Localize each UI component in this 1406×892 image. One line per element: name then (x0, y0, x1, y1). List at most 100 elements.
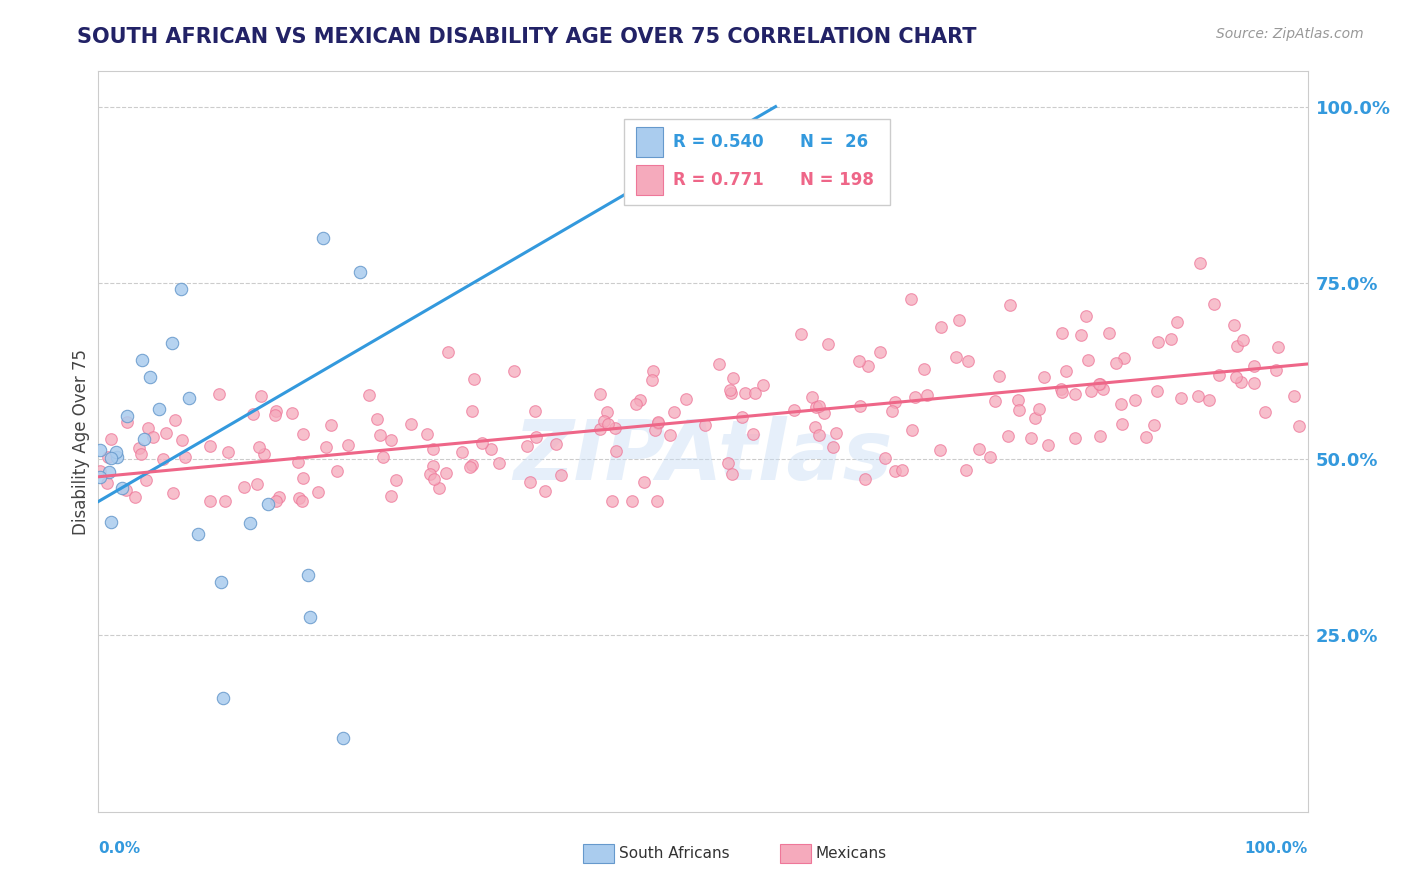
Point (297, 568, 319, 582)
Point (1033, 369, 1056, 384)
Point (967, 442, 990, 456)
Point (1202, 296, 1225, 310)
Point (1225, 370, 1247, 384)
Point (1019, 431, 1042, 445)
Point (385, 473, 408, 487)
Point (891, 463, 914, 477)
Point (782, 402, 804, 417)
Point (900, 292, 922, 306)
Point (1254, 405, 1277, 419)
Point (366, 412, 388, 426)
Point (1050, 382, 1073, 396)
Point (502, 363, 524, 377)
Point (115, 483, 138, 498)
Point (801, 391, 824, 405)
Point (647, 494, 669, 508)
Point (177, 391, 200, 405)
Point (253, 447, 276, 461)
Point (789, 326, 811, 341)
Point (997, 428, 1019, 442)
Point (605, 444, 627, 458)
Point (641, 364, 664, 378)
Y-axis label: Disability Age Over 75: Disability Age Over 75 (72, 349, 90, 534)
Point (1007, 392, 1029, 407)
Point (903, 390, 925, 404)
Point (734, 386, 756, 401)
Point (359, 388, 381, 402)
Point (1077, 353, 1099, 368)
Point (287, 491, 309, 506)
Point (884, 464, 907, 478)
Point (1098, 326, 1121, 340)
Text: R = 0.540: R = 0.540 (672, 133, 763, 151)
Point (534, 483, 557, 498)
Text: South Africans: South Africans (619, 847, 730, 861)
Point (806, 400, 828, 414)
Point (1243, 376, 1265, 390)
Point (633, 475, 655, 489)
Point (111, 481, 134, 495)
Point (173, 450, 195, 464)
Point (1142, 417, 1164, 432)
Point (97, 450, 120, 464)
Point (461, 458, 484, 472)
Point (628, 392, 651, 407)
Point (135, 473, 157, 487)
Point (647, 416, 669, 430)
Point (1109, 397, 1132, 411)
Text: R = 0.771: R = 0.771 (672, 171, 763, 189)
Point (621, 494, 644, 508)
Point (299, 610, 322, 624)
Point (427, 481, 450, 495)
Point (1088, 377, 1111, 392)
Point (141, 430, 163, 444)
Point (165, 413, 187, 427)
Point (929, 443, 952, 458)
Point (170, 282, 193, 296)
Point (900, 424, 922, 438)
Point (422, 458, 444, 473)
Point (1036, 438, 1059, 452)
Point (250, 389, 273, 403)
Point (957, 353, 980, 368)
Point (742, 426, 765, 441)
Point (100, 450, 122, 465)
Point (929, 320, 952, 334)
FancyBboxPatch shape (624, 120, 890, 204)
Point (998, 298, 1021, 312)
Point (873, 451, 896, 466)
Point (807, 427, 830, 442)
Point (1135, 430, 1157, 444)
Point (1160, 332, 1182, 346)
Point (948, 312, 970, 326)
Point (269, 490, 291, 504)
Point (721, 371, 744, 385)
Point (461, 403, 484, 417)
Point (647, 415, 669, 429)
Point (207, 386, 229, 401)
Point (488, 456, 510, 470)
Point (813, 406, 835, 420)
Point (187, 527, 209, 541)
Point (349, 265, 371, 279)
Point (217, 445, 239, 459)
Point (287, 455, 309, 469)
Point (450, 444, 472, 458)
Point (550, 467, 572, 482)
Point (419, 467, 441, 481)
Point (380, 489, 402, 503)
Point (214, 494, 236, 508)
Point (721, 467, 744, 481)
Point (1123, 392, 1146, 407)
Point (882, 403, 904, 417)
Point (1070, 328, 1092, 343)
Point (1166, 315, 1188, 329)
Point (98, 465, 121, 479)
Point (848, 400, 870, 414)
Point (117, 409, 139, 424)
Point (1076, 309, 1098, 323)
Point (695, 418, 717, 433)
Point (124, 490, 146, 504)
Point (100, 515, 122, 529)
Point (848, 354, 870, 368)
